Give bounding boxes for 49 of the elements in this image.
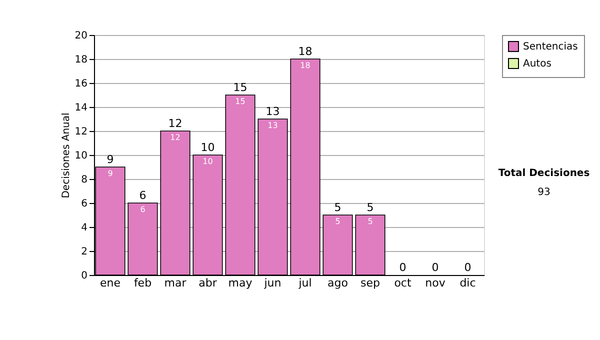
x-tick-label: jul	[298, 276, 312, 290]
x-tick-label: may	[228, 276, 253, 290]
data-label: 12	[170, 133, 180, 142]
data-label: 5	[368, 217, 373, 226]
data-label: 9	[108, 169, 113, 178]
text: Total Decisiones	[498, 168, 590, 179]
total-label: 18	[298, 45, 312, 58]
total-label: 12	[168, 117, 182, 130]
data-label: 6	[140, 205, 146, 214]
y-tick-label: 20	[74, 30, 88, 42]
y-tick-label: 16	[74, 78, 88, 90]
x-tick-label: sep	[360, 276, 380, 290]
y-tick-label: 14	[74, 102, 88, 114]
x-tick-label: feb	[134, 276, 152, 290]
x-tick-label: nov	[425, 276, 446, 290]
data-label: 15	[235, 97, 246, 106]
x-tick-label: dic	[460, 276, 476, 290]
data-label: 10	[202, 157, 213, 166]
y-tick-label: 4	[81, 222, 88, 234]
total-label: 0	[464, 261, 472, 274]
total-label: 5	[366, 201, 374, 214]
x-tick-label: abr	[198, 276, 218, 290]
text: 93	[538, 187, 550, 198]
data-label: 18	[300, 61, 310, 70]
y-tick-label: 8	[81, 174, 88, 186]
y-tick-label: 12	[74, 126, 88, 138]
x-tick-label: oct	[394, 276, 412, 290]
total-label: 0	[399, 261, 406, 274]
total-label: 15	[233, 81, 248, 94]
data-label: 13	[268, 121, 278, 130]
legend-label: Sentencias	[523, 42, 578, 52]
legend-label: Autos	[523, 58, 552, 70]
y-tick-label: 10	[74, 150, 88, 162]
data-label: 5	[335, 217, 340, 226]
total-label: 13	[266, 105, 280, 118]
total-label: 0	[432, 261, 439, 274]
total-label: 5	[334, 201, 342, 214]
y-tick-label: 18	[74, 54, 88, 66]
total-label: 10	[200, 141, 215, 154]
y-tick-label: 6	[81, 198, 88, 210]
x-tick-label: ene	[100, 276, 121, 290]
y-axis-title: Decisiones Anual	[60, 112, 72, 198]
x-tick-label: jun	[263, 276, 282, 290]
x-tick-label: ago	[328, 276, 348, 290]
x-tick-label: mar	[164, 276, 187, 290]
total-label: 6	[139, 189, 146, 202]
total-label: 9	[106, 153, 114, 166]
y-tick-label: 2	[81, 246, 88, 258]
y-tick-label: 0	[81, 270, 88, 282]
